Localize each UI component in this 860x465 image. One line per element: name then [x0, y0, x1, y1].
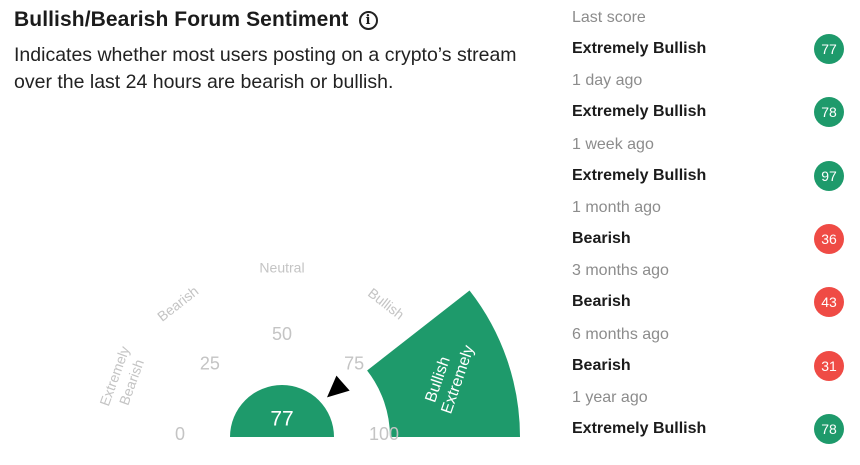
zone-label-bullish: Bullish [365, 285, 407, 323]
history-period: 1 week ago [572, 135, 654, 153]
widget-header: Bullish/Bearish Forum Sentiment i [14, 8, 378, 32]
history-period: 6 months ago [572, 325, 669, 343]
history-sentiment-label: Extremely Bullish [572, 40, 707, 57]
gauge-hub [230, 385, 334, 437]
history-entry: 1 week ago Extremely Bullish 97 [572, 127, 844, 191]
zone-label-neutral: Neutral [259, 260, 304, 276]
history-period: 1 day ago [572, 72, 643, 90]
history-entry: 3 months ago Bearish 43 [572, 253, 844, 318]
history-period: Last score [572, 9, 646, 26]
history-period: 1 month ago [572, 198, 661, 216]
history-sentiment-label: Bearish [572, 293, 631, 311]
score-badge: 97 [814, 160, 844, 191]
history-sentiment-label: Extremely Bullish [572, 166, 707, 184]
score-badge: 77 [814, 34, 844, 64]
history-entry: 6 months ago Bearish 31 [572, 317, 844, 381]
extremely-bullish-zone [367, 290, 520, 437]
history-sentiment-label: Bearish [572, 229, 631, 247]
tick-label: 75 [344, 354, 364, 374]
history-sentiment-label: Extremely Bullish [572, 103, 707, 121]
score-badge: 78 [814, 97, 844, 128]
tick-label: 0 [175, 424, 185, 444]
gauge-pointer-icon [327, 375, 350, 398]
tick-label: 50 [272, 324, 292, 344]
history-sentiment-label: Extremely Bullish [572, 419, 707, 437]
history-period: 3 months ago [572, 262, 669, 280]
history-sentiment-label: Bearish [572, 356, 631, 374]
zone-label-bearish: Bearish [154, 283, 201, 325]
tick-label: 100 [369, 424, 399, 444]
info-icon[interactable]: i [358, 10, 378, 30]
score-badge: 78 [814, 413, 844, 444]
history-period: 1 year ago [572, 388, 648, 406]
widget-description: Indicates whether most users posting on … [14, 44, 517, 93]
tick-label: 25 [200, 354, 220, 374]
history-entry: 1 day ago Extremely Bullish 78 [572, 63, 844, 128]
history-entry: 1 year ago Extremely Bullish 78 [572, 380, 844, 444]
score-badge: 36 [814, 223, 844, 254]
score-badge: 31 [814, 350, 844, 381]
history-entry: 1 month ago Bearish 36 [572, 190, 844, 254]
sentiment-gauge: ExtremelyBullishExtremelyBearishBearishN… [96, 260, 520, 444]
score-badge: 43 [814, 287, 844, 318]
widget-title: Bullish/Bearish Forum Sentiment [14, 8, 349, 31]
gauge-value: 77 [270, 408, 293, 431]
history-entry: Last score Extremely Bullish 77 [572, 0, 844, 64]
